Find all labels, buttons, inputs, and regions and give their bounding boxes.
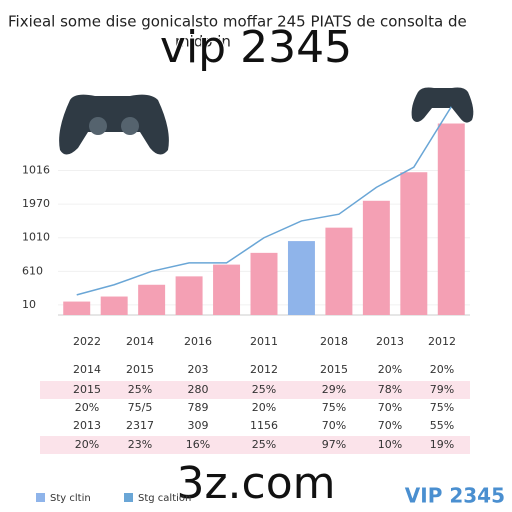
table-cell: 2014	[73, 363, 101, 376]
bar	[175, 276, 203, 315]
table-header: 2013	[376, 335, 404, 348]
table-cell: 2015	[320, 363, 348, 376]
table-cell: 55%	[430, 419, 454, 432]
bar	[250, 252, 278, 315]
chart-subtitle: mido in	[175, 33, 231, 51]
table-cell: 309	[188, 419, 209, 432]
table-header: 2018	[320, 335, 348, 348]
table-cell: 20%	[75, 438, 99, 451]
table-cell: 19%	[430, 438, 454, 451]
table-header: 2022	[73, 335, 101, 348]
row-highlight	[40, 436, 470, 454]
line	[76, 106, 452, 296]
table-header: 2012	[428, 335, 456, 348]
chart-title: Fixieal some dise gonicalsto moffar 245 …	[8, 13, 467, 31]
table-cell: 280	[188, 383, 209, 396]
table-header: 2011	[250, 335, 278, 348]
y-tick-label: 10	[22, 298, 36, 311]
table-cell: 2013	[73, 419, 101, 432]
table-cell: 1156	[250, 419, 278, 432]
row-highlight	[40, 381, 470, 399]
controller-icon	[59, 94, 169, 155]
table-cell: 2317	[126, 419, 154, 432]
legend-label: Stg caltion	[138, 493, 191, 504]
table-cell: 75%	[430, 401, 454, 414]
controller-icon	[411, 87, 474, 123]
table-cell: 25%	[128, 383, 152, 396]
table-cell: 10%	[378, 438, 402, 451]
table-cell: 25%	[252, 438, 276, 451]
table-cell: 20%	[75, 401, 99, 414]
table-cell: 70%	[322, 419, 346, 432]
table-header: 2016	[184, 335, 212, 348]
table-cell: 23%	[128, 438, 152, 451]
table-cell: 20%	[252, 401, 276, 414]
table-cell: 16%	[186, 438, 210, 451]
table-cell: 20%	[378, 363, 402, 376]
legend-swatch	[36, 493, 45, 502]
bar	[100, 296, 128, 315]
table-cell: 78%	[378, 383, 402, 396]
table-cell: 97%	[322, 438, 346, 451]
y-tick-label: 1010	[22, 231, 50, 244]
table-cell: 79%	[430, 383, 454, 396]
bar	[325, 227, 353, 315]
bar	[213, 264, 241, 315]
table-cell: 203	[188, 363, 209, 376]
table-cell: 2012	[250, 363, 278, 376]
y-tick-label: 610	[22, 264, 43, 277]
brand: VIP 2345	[405, 484, 505, 508]
bar	[63, 301, 91, 315]
y-tick-label: 1970	[22, 197, 50, 210]
bar	[400, 172, 428, 315]
bar	[138, 284, 166, 315]
table-cell: 2015	[73, 383, 101, 396]
watermark: vip 2345	[160, 22, 352, 73]
bar	[362, 200, 390, 315]
table-cell: 70%	[378, 419, 402, 432]
legend-label: Sty cltin	[50, 493, 91, 504]
table-cell: 789	[188, 401, 209, 414]
watermark: 3z.com	[176, 458, 335, 509]
bar	[437, 123, 465, 315]
table-header: 2014	[126, 335, 154, 348]
table-cell: 75/5	[128, 401, 153, 414]
bar	[287, 241, 315, 315]
table-cell: 2015	[126, 363, 154, 376]
table-cell: 29%	[322, 383, 346, 396]
y-tick-label: 1016	[22, 164, 50, 177]
table-cell: 70%	[378, 401, 402, 414]
table-cell: 75%	[322, 401, 346, 414]
table-cell: 25%	[252, 383, 276, 396]
table-cell: 20%	[430, 363, 454, 376]
legend-swatch	[124, 493, 133, 502]
